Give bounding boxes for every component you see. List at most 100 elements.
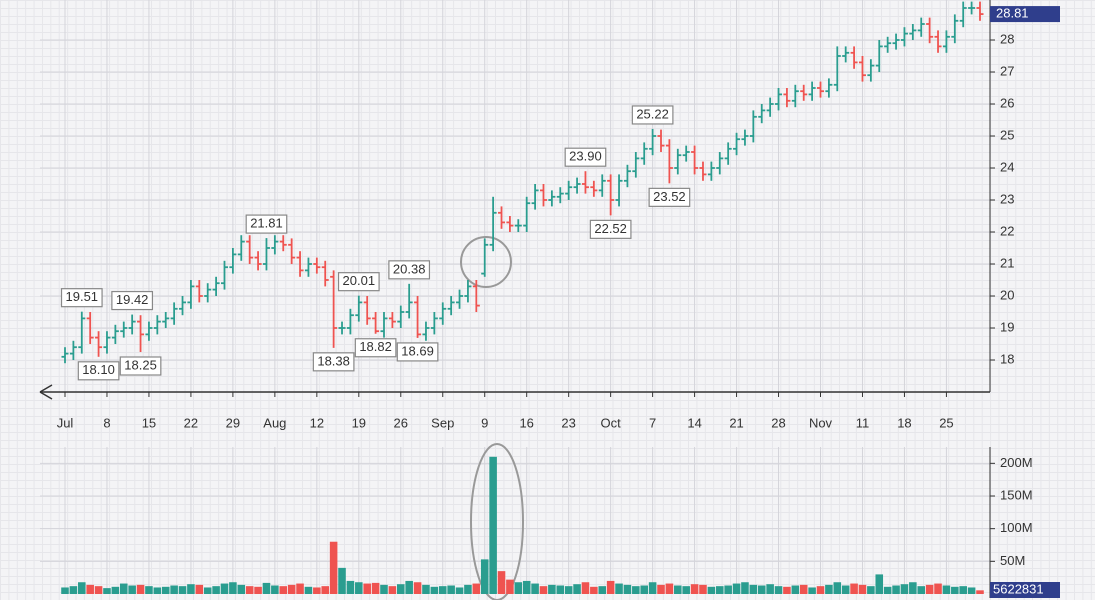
- volume-bar: [203, 587, 212, 594]
- data-label: 20.38: [393, 261, 426, 276]
- data-label: 23.90: [569, 149, 602, 164]
- volume-bar: [220, 583, 229, 594]
- price-tag-label: 28.81: [996, 6, 1029, 21]
- x-tick-label: Jul: [57, 415, 74, 430]
- volume-bar: [615, 583, 623, 594]
- label-box: [564, 147, 607, 167]
- volume-bar: [690, 584, 699, 594]
- x-tick-label: 7: [649, 415, 656, 430]
- y-tick-label: 18: [1000, 351, 1014, 366]
- volume-bar: [808, 587, 816, 594]
- volume-tag: [990, 582, 1060, 598]
- volume-bar: [766, 584, 774, 594]
- y-tick-label: 150M: [1000, 487, 1033, 502]
- y-tick-label: 50M: [1000, 553, 1025, 568]
- volume-bar: [94, 586, 103, 594]
- volume-bar: [648, 582, 657, 594]
- volume-bar: [623, 584, 632, 594]
- y-tick-label: 100M: [1000, 520, 1033, 535]
- volume-bar: [732, 583, 741, 594]
- x-tick-label: 22: [184, 415, 198, 430]
- data-label: 18.38: [317, 353, 350, 368]
- data-label: 25.22: [636, 106, 669, 121]
- label-box: [648, 187, 691, 207]
- volume-bar: [875, 574, 884, 594]
- volume-bar: [749, 584, 758, 594]
- volume-bar: [438, 586, 447, 594]
- x-tick-label: 15: [142, 415, 156, 430]
- volume-bar: [287, 584, 296, 594]
- volume-bar: [329, 541, 338, 594]
- label-box: [337, 272, 380, 292]
- data-label: 18.82: [359, 339, 392, 354]
- volume-bar: [153, 587, 162, 594]
- x-tick-label: Nov: [809, 415, 833, 430]
- data-label: 22.52: [594, 221, 627, 236]
- volume-bar: [170, 585, 178, 594]
- volume-bar: [900, 584, 909, 594]
- volume-bar: [556, 585, 565, 594]
- volume-bar: [497, 571, 506, 594]
- volume-bar: [103, 588, 111, 594]
- label-box: [77, 361, 120, 381]
- y-tick-label: 21: [1000, 255, 1014, 270]
- label-box: [60, 288, 103, 308]
- volume-bar: [640, 585, 648, 594]
- x-tick-label: 29: [226, 415, 240, 430]
- volume-bar: [472, 583, 481, 594]
- volume-bar: [715, 586, 724, 594]
- volume-bar: [161, 586, 170, 594]
- y-tick-label: 26: [1000, 95, 1014, 110]
- data-label: 21.81: [250, 216, 283, 231]
- x-tick-label: 8: [103, 415, 110, 430]
- x-tick-label: Aug: [263, 415, 286, 430]
- volume-bar: [78, 582, 86, 594]
- label-box: [631, 105, 674, 125]
- y-tick-label: 20: [1000, 287, 1014, 302]
- volume-bar: [136, 584, 145, 594]
- volume-bar: [841, 585, 850, 594]
- volume-bar: [363, 583, 371, 594]
- x-tick-label: 26: [394, 415, 408, 430]
- volume-bar: [707, 586, 716, 594]
- volume-bar: [590, 586, 598, 594]
- x-tick-label: 19: [352, 415, 366, 430]
- volume-bar: [976, 590, 984, 594]
- volume-bar: [145, 586, 153, 594]
- volume-bar: [858, 584, 867, 594]
- volume-bar: [61, 587, 69, 594]
- y-tick-label: 22: [1000, 223, 1014, 238]
- label-box: [396, 342, 439, 362]
- volume-bar: [254, 586, 262, 594]
- label-box: [312, 352, 355, 372]
- volume-bar: [489, 456, 497, 594]
- y-tick-label: 28: [1000, 31, 1014, 46]
- volume-bar: [380, 584, 388, 594]
- volume-bar: [925, 584, 934, 594]
- y-tick-label: 19: [1000, 319, 1014, 334]
- volume-bar: [934, 583, 942, 594]
- volume-bar: [724, 585, 732, 594]
- volume-bar: [892, 585, 900, 594]
- volume-bar: [321, 586, 330, 594]
- volume-bar: [598, 586, 607, 594]
- volume-bar: [867, 586, 875, 594]
- x-tick-label: 16: [519, 415, 533, 430]
- volume-bar: [514, 582, 523, 594]
- volume-bar: [657, 584, 665, 594]
- volume-bar: [338, 567, 346, 594]
- volume-bar: [430, 586, 439, 594]
- volume-bar: [909, 582, 917, 594]
- label-box: [119, 356, 162, 376]
- volume-bar: [371, 582, 380, 594]
- data-label: 23.52: [653, 189, 686, 204]
- volume-bar: [119, 583, 128, 594]
- axis-arrow: [39, 384, 53, 400]
- x-tick-label: 23: [561, 415, 575, 430]
- volume-bar: [313, 587, 321, 594]
- volume-bar: [237, 584, 246, 594]
- volume-bar: [229, 582, 237, 594]
- data-label: 18.10: [82, 362, 115, 377]
